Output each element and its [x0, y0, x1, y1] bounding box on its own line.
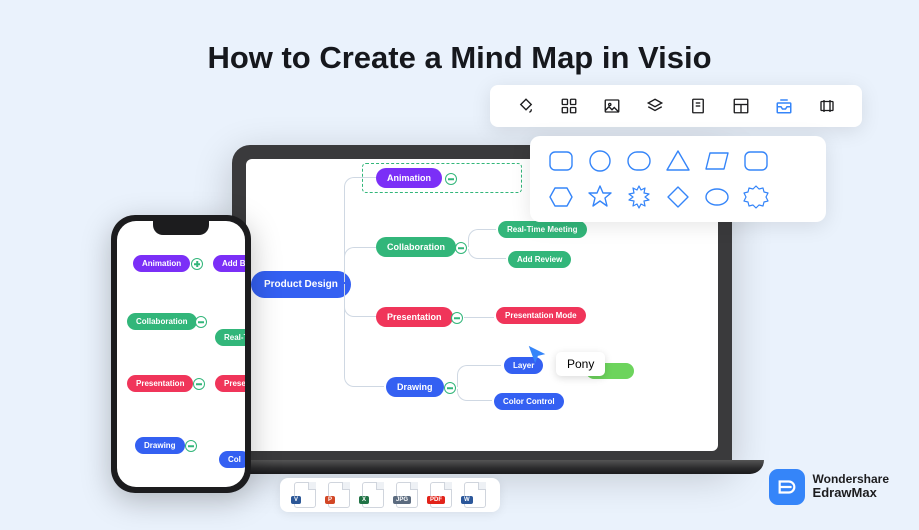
page-title: How to Create a Mind Map in Visio — [0, 40, 919, 76]
toolbar — [490, 85, 862, 127]
expander-icon[interactable] — [444, 382, 456, 394]
file-word[interactable]: W — [464, 482, 486, 508]
mindmap-root[interactable]: Product Design — [251, 271, 351, 298]
phone-mindmap: Animation Add B Collaboration Real-T Pre… — [117, 221, 245, 487]
p-child: Present — [215, 375, 245, 392]
expander-icon — [193, 378, 205, 390]
shape-circle[interactable] — [586, 147, 614, 175]
connector — [457, 365, 501, 387]
p-branch-collab: Collaboration — [127, 313, 197, 330]
file-jpg[interactable]: JPG — [396, 482, 418, 508]
brand-logo: Wondershare EdrawMax — [769, 469, 889, 505]
grid-icon[interactable] — [560, 97, 578, 115]
image-icon[interactable] — [603, 97, 621, 115]
shape-roundrect[interactable] — [625, 147, 653, 175]
expander-icon[interactable] — [445, 173, 457, 185]
file-visio[interactable]: V — [294, 482, 316, 508]
shapes-panel — [530, 136, 826, 222]
phone-screen: Animation Add B Collaboration Real-T Pre… — [117, 221, 245, 487]
shape-parallelogram[interactable] — [703, 147, 731, 175]
expander-icon — [195, 316, 207, 328]
shape-hexagon[interactable] — [547, 183, 575, 211]
shape-ellipse[interactable] — [703, 183, 731, 211]
child-addreview[interactable]: Add Review — [508, 251, 571, 268]
connector — [464, 317, 494, 319]
frame-icon[interactable] — [818, 97, 836, 115]
logo-text: Wondershare EdrawMax — [813, 473, 889, 500]
child-realtime[interactable]: Real-Time Meeting — [498, 221, 587, 238]
expander-icon — [191, 258, 203, 270]
branch-collaboration[interactable]: Collaboration — [376, 237, 456, 257]
file-powerpoint[interactable]: P — [328, 482, 350, 508]
p-child: Real-T — [215, 329, 245, 346]
shape-roundrect[interactable] — [742, 147, 770, 175]
page-icon[interactable] — [689, 97, 707, 115]
p-child: Add B — [213, 255, 245, 272]
p-branch-pres: Presentation — [127, 375, 193, 392]
shape-diamond[interactable] — [664, 183, 692, 211]
expander-icon[interactable] — [451, 312, 463, 324]
layers-icon[interactable] — [646, 97, 664, 115]
p-branch-animation: Animation — [133, 255, 190, 272]
shape-burst[interactable] — [625, 183, 653, 211]
expander-icon — [185, 440, 197, 452]
p-child: Col — [219, 451, 245, 468]
expander-icon[interactable] — [455, 242, 467, 254]
connector — [468, 229, 496, 247]
branch-drawing[interactable]: Drawing — [386, 377, 444, 397]
inbox-icon[interactable] — [775, 97, 793, 115]
child-presmode[interactable]: Presentation Mode — [496, 307, 586, 324]
branch-animation[interactable]: Animation — [376, 168, 442, 188]
branch-presentation[interactable]: Presentation — [376, 307, 453, 327]
cursor-icon — [526, 344, 548, 366]
file-excel[interactable]: X — [362, 482, 384, 508]
shape-seal[interactable] — [742, 183, 770, 211]
shape-roundrect[interactable] — [547, 147, 575, 175]
connector — [344, 284, 384, 387]
connector — [344, 247, 376, 282]
tooltip: Pony — [556, 352, 605, 376]
connector — [457, 389, 492, 401]
shape-triangle[interactable] — [664, 147, 692, 175]
fill-icon[interactable] — [517, 97, 535, 115]
file-pdf[interactable]: PDF — [430, 482, 452, 508]
p-branch-draw: Drawing — [135, 437, 185, 454]
file-format-bar: V P X JPG PDF W — [280, 478, 500, 512]
shape-star[interactable] — [586, 183, 614, 211]
child-colorcontrol[interactable]: Color Control — [494, 393, 564, 410]
phone-notch — [153, 221, 209, 235]
logo-mark-icon — [769, 469, 805, 505]
connector — [468, 249, 506, 259]
phone-frame: Animation Add B Collaboration Real-T Pre… — [111, 215, 251, 493]
layout-icon[interactable] — [732, 97, 750, 115]
laptop-base — [200, 460, 764, 474]
